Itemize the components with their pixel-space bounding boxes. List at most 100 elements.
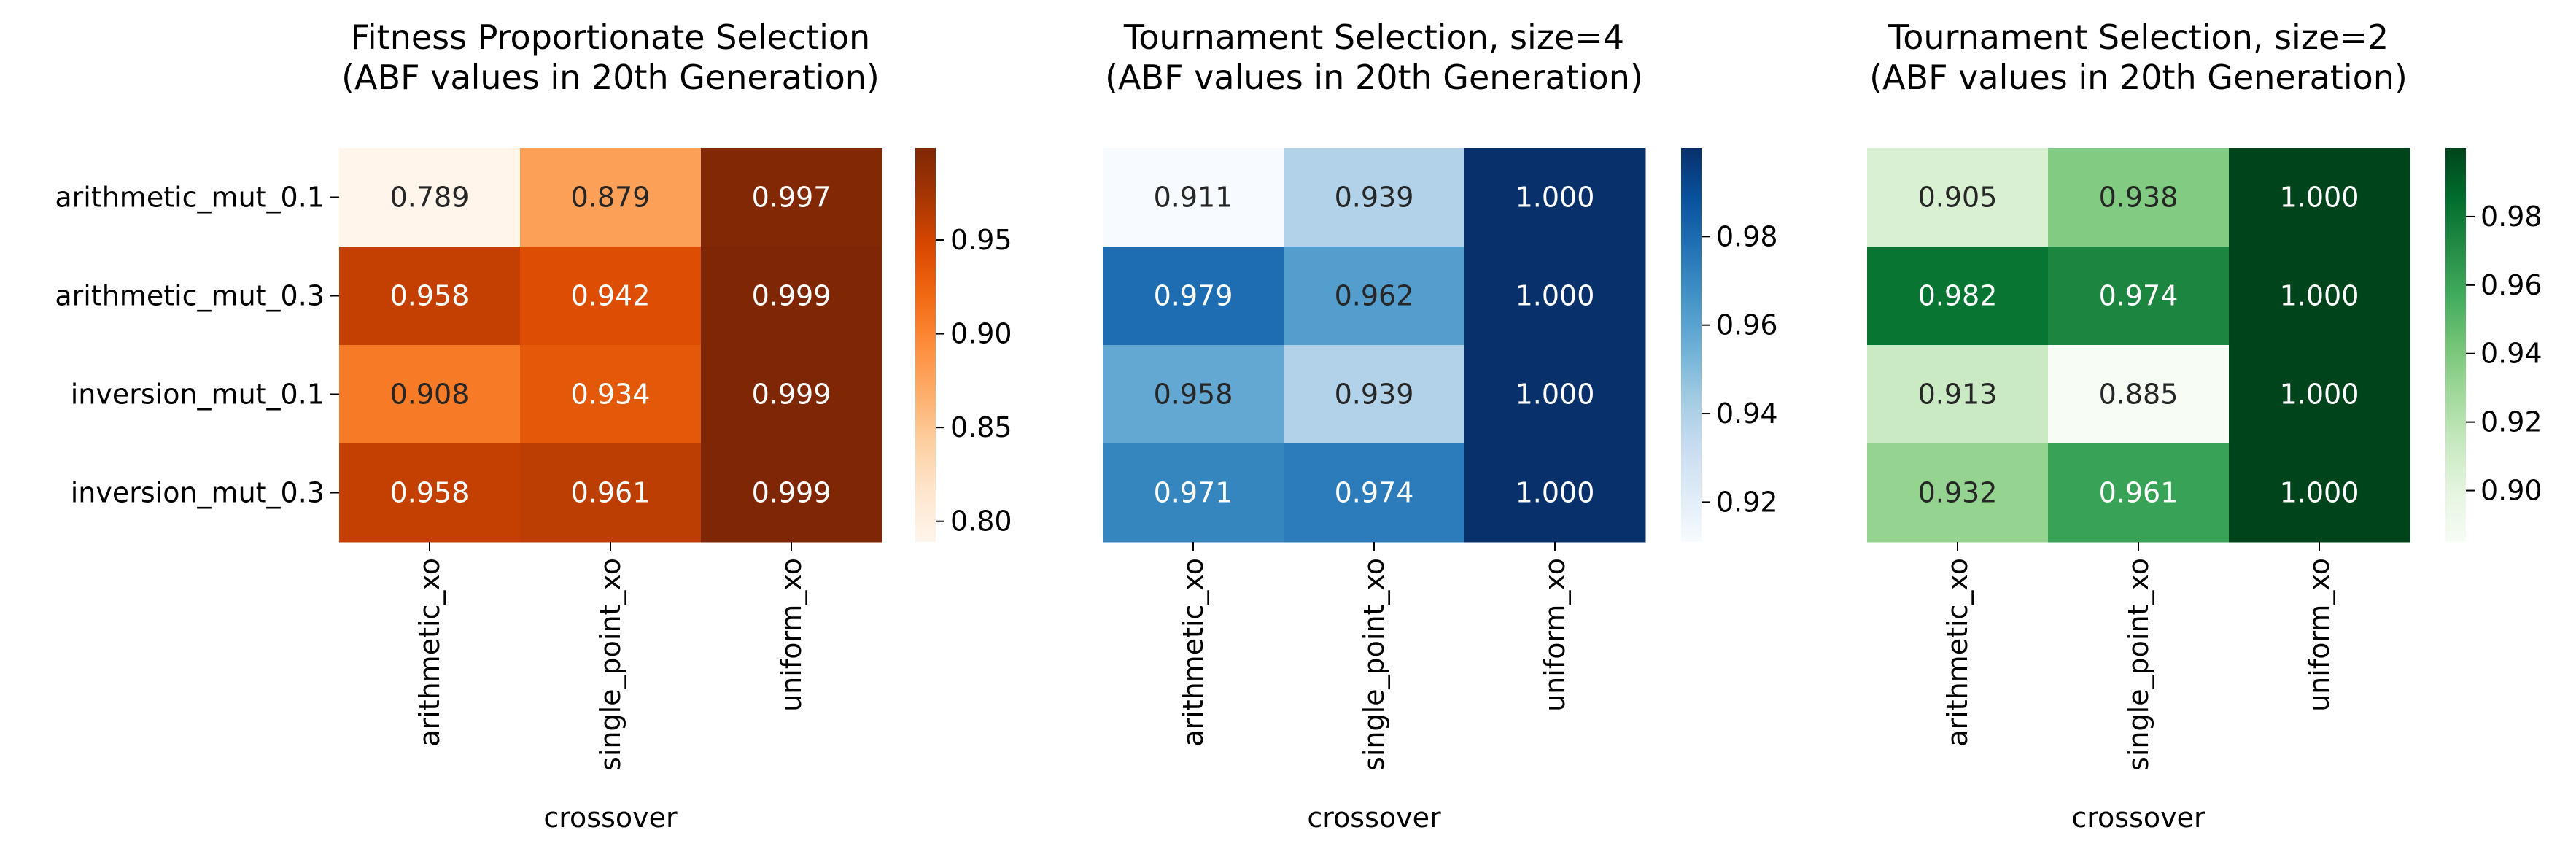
heatmap-cell (2229, 247, 2410, 346)
colorbar-tick-label: 0.92 (1716, 486, 1778, 518)
heatmap-cell (339, 247, 521, 346)
heatmap-cell (339, 148, 521, 247)
colorbar (915, 148, 936, 542)
heatmap-panel-2: Tournament Selection, size=4 (ABF values … (1103, 18, 1778, 834)
heatmap-cell (1464, 345, 1646, 444)
heatmap-panel-1: Fitness Proportionate Selection (ABF valu… (55, 18, 1012, 834)
cell-value-label: 0.974 (2099, 280, 2179, 312)
heatmap-cell (520, 247, 702, 346)
x-tick-label: arithmetic_xo (1941, 558, 1974, 747)
cell-value-label: 0.939 (1335, 379, 1414, 411)
cell-value-label: 0.961 (571, 477, 651, 509)
cell-value-label: 0.939 (1335, 182, 1414, 214)
cell-value-label: 0.934 (571, 379, 651, 411)
heatmap-cell (1464, 148, 1646, 247)
cell-value-label: 0.958 (1154, 379, 1233, 411)
colorbar-tick-label: 0.98 (1716, 220, 1778, 252)
heatmap-cell (1284, 443, 1465, 543)
heatmap-cell (1103, 345, 1284, 444)
heatmap-cell (2229, 345, 2410, 444)
heatmap-cell (2048, 443, 2230, 543)
x-tick-label: single_point_xo (594, 558, 626, 771)
colorbar (2445, 148, 2466, 542)
heatmap-cell (2229, 148, 2410, 247)
cell-value-label: 1.000 (2280, 280, 2359, 312)
cell-value-label: 0.911 (1154, 182, 1233, 214)
y-tick-label: arithmetic_mut_0.1 (55, 182, 325, 214)
heatmap-cell (1103, 443, 1284, 543)
heatmap-cell (701, 148, 882, 247)
cell-value-label: 0.879 (571, 182, 651, 214)
cell-value-label: 1.000 (1516, 280, 1595, 312)
y-tick-label: arithmetic_mut_0.3 (55, 280, 325, 312)
heatmap-cell (1103, 247, 1284, 346)
heatmap-cell (339, 345, 521, 444)
x-tick-label: uniform_xo (2303, 558, 2335, 712)
cell-value-label: 1.000 (2280, 477, 2359, 509)
heatmap-cell (339, 443, 521, 543)
x-tick-label: arithmetic_xo (414, 558, 446, 747)
cell-value-label: 0.961 (2099, 477, 2179, 509)
cell-value-label: 0.999 (752, 379, 831, 411)
cell-value-label: 0.971 (1154, 477, 1233, 509)
y-tick-label: inversion_mut_0.3 (71, 477, 325, 509)
heatmap-cell (2229, 443, 2410, 543)
x-tick-label: uniform_xo (775, 558, 807, 712)
colorbar-tick-label: 0.94 (1716, 398, 1778, 430)
cell-value-label: 0.958 (390, 280, 470, 312)
chart-title: Tournament Selection, size=4 (ABF values … (1105, 18, 1643, 97)
cell-value-label: 0.905 (1918, 182, 1998, 214)
heatmap-cell (520, 443, 702, 543)
cell-value-label: 0.982 (1918, 280, 1998, 312)
cell-value-label: 0.942 (571, 280, 651, 312)
heatmap-cell (1284, 247, 1465, 346)
colorbar-tick-label: 0.92 (2480, 406, 2542, 438)
heatmap-cell (1284, 148, 1465, 247)
cell-value-label: 0.974 (1335, 477, 1414, 509)
cell-value-label: 0.938 (2099, 182, 2179, 214)
heatmap-cell (2048, 148, 2230, 247)
heatmap-cell (520, 148, 702, 247)
colorbar-tick-label: 0.98 (2480, 201, 2542, 233)
colorbar-tick-label: 0.96 (2480, 269, 2542, 301)
cell-value-label: 0.908 (390, 379, 470, 411)
cell-value-label: 0.885 (2099, 379, 2179, 411)
colorbar-tick-label: 0.96 (1716, 309, 1778, 341)
colorbar-tick-label: 0.94 (2480, 338, 2542, 370)
cell-value-label: 1.000 (2280, 379, 2359, 411)
cell-value-label: 1.000 (1516, 379, 1595, 411)
heatmap-cell (1284, 345, 1465, 444)
colorbar-tick-label: 0.95 (950, 224, 1012, 256)
x-axis-label: crossover (1307, 802, 1441, 834)
chart-title: Fitness Proportionate Selection (ABF valu… (341, 18, 880, 97)
colorbar (1681, 148, 1702, 542)
heatmap-cell (1464, 247, 1646, 346)
x-tick-label: single_point_xo (1358, 558, 1390, 771)
heatmap-cell (1867, 443, 2049, 543)
heatmap-cell (1867, 247, 2049, 346)
heatmap-cell (701, 443, 882, 543)
heatmap-cell (1867, 148, 2049, 247)
x-tick-label: arithmetic_xo (1177, 558, 1209, 747)
cell-value-label: 0.962 (1335, 280, 1414, 312)
y-tick-label: inversion_mut_0.1 (71, 379, 325, 411)
heatmap-cell (1464, 443, 1646, 543)
colorbar-tick-label: 0.90 (2480, 475, 2542, 507)
cell-value-label: 0.958 (390, 477, 470, 509)
cell-value-label: 1.000 (1516, 182, 1595, 214)
x-tick-label: uniform_xo (1539, 558, 1571, 712)
colorbar-tick-label: 0.90 (950, 318, 1012, 350)
cell-value-label: 0.997 (752, 182, 831, 214)
heatmap-cell (2048, 345, 2230, 444)
x-axis-label: crossover (2071, 802, 2205, 834)
colorbar-tick-label: 0.85 (950, 411, 1012, 443)
heatmap-cell (701, 345, 882, 444)
x-axis-label: crossover (543, 802, 678, 834)
cell-value-label: 1.000 (2280, 182, 2359, 214)
x-tick-label: single_point_xo (2122, 558, 2154, 771)
cell-value-label: 0.789 (390, 182, 470, 214)
heatmap-cell (2048, 247, 2230, 346)
chart-title: Tournament Selection, size=2 (ABF values … (1869, 18, 2408, 97)
heatmap-panel-3: Tournament Selection, size=2 (ABF values … (1867, 18, 2542, 834)
